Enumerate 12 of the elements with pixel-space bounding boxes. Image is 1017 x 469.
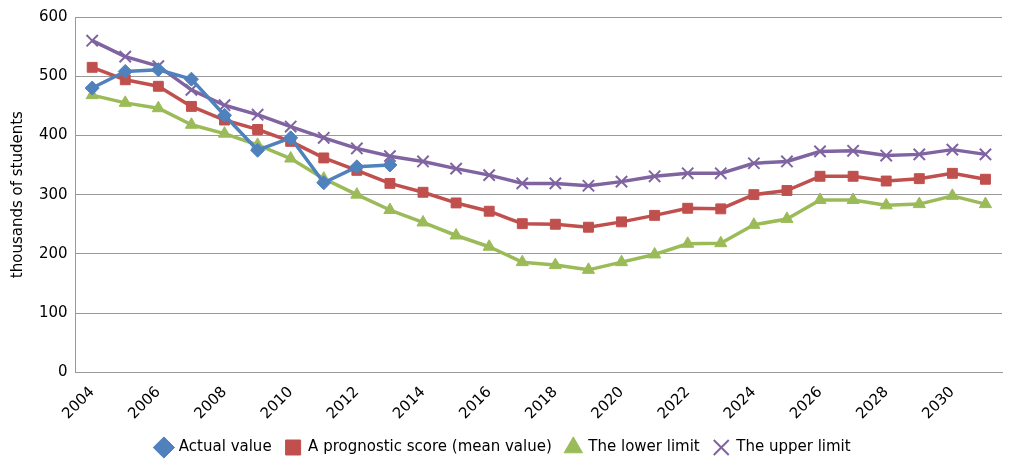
y-tick-label: 0 <box>58 362 68 381</box>
legend-label: A prognostic score (mean value) <box>308 437 552 456</box>
y-tick-label: 200 <box>38 243 68 262</box>
y-tick-label: 300 <box>38 184 68 203</box>
y-tick-label: 400 <box>38 125 68 144</box>
legend-label: The lower limit <box>587 437 700 456</box>
y-tick-label: 500 <box>38 66 68 85</box>
y-tick-label: 100 <box>38 302 68 321</box>
legend-label: The upper limit <box>735 437 851 456</box>
y-tick-label: 600 <box>38 6 68 25</box>
legend-label: Actual value <box>178 437 272 456</box>
y-axis-title: thousands of students <box>7 110 26 279</box>
